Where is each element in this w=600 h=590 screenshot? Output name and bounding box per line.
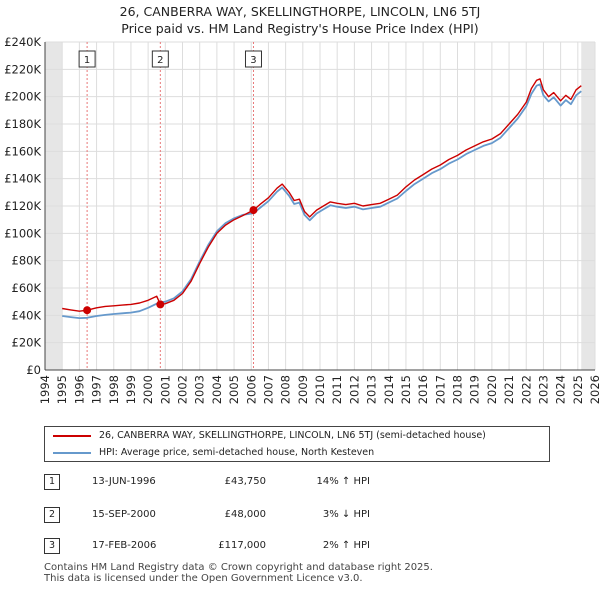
sale-marker-label: 1 [84,55,90,66]
x-tick-label: 2016 [416,375,430,404]
x-tick-label: 2003 [193,375,207,404]
footer-licence: This data is licensed under the Open Gov… [44,573,363,584]
y-tick-label: £240K [4,35,41,49]
transaction-price: £117,000 [218,540,266,551]
x-tick-label: 2013 [365,375,379,404]
x-tick-label: 2000 [141,375,155,404]
x-tick-label: 1999 [124,375,138,404]
y-tick-label: £80K [12,254,42,268]
x-tick-label: 2008 [279,375,293,404]
x-tick-label: 1995 [55,375,69,404]
x-tick-label: 1994 [38,375,52,404]
sale-marker-box [244,50,262,68]
chart-legend: 26, CANBERRA WAY, SKELLINGTHORPE, LINCOL… [44,426,550,462]
transaction-price: £48,000 [224,509,266,520]
transaction-hpi: 2% ↑ HPI [322,540,370,551]
transaction-row: 1 13-JUN-1996 £43,750 14% ↑ HPI [0,472,600,492]
x-tick-label: 2009 [296,375,310,404]
x-tick-label: 2010 [313,375,327,404]
y-tick-label: £120K [4,199,41,213]
transaction-price: £43,750 [224,476,266,487]
transaction-row: 2 15-SEP-2000 £48,000 3% ↓ HPI [0,505,600,525]
y-tick-label: £60K [12,281,42,295]
x-tick-label: 2012 [347,375,361,404]
sale-point [249,206,258,215]
transaction-date: 13-JUN-1996 [92,476,156,487]
transaction-hpi: 14% ↑ HPI [316,476,370,487]
x-tick-label: 1996 [72,375,86,404]
x-tick-label: 2014 [382,375,396,404]
x-tick-label: 2025 [571,375,585,404]
x-tick-label: 2015 [399,375,413,404]
chart-title: 26, CANBERRA WAY, SKELLINGTHORPE, LINCOL… [119,4,481,19]
y-tick-label: £140K [4,172,41,186]
property-series-line [62,78,582,312]
transaction-hpi: 3% ↓ HPI [322,509,370,520]
y-tick-label: £0 [26,363,41,377]
x-tick-label: 2002 [176,375,190,404]
transaction-date: 15-SEP-2000 [92,509,156,520]
x-tick-label: 1998 [107,375,121,404]
sale-marker-box [151,50,169,68]
y-tick-label: £220K [4,62,41,76]
sale-point [83,306,92,315]
legend-swatch-hpi [53,451,91,454]
legend-item-property: 26, CANBERRA WAY, SKELLINGTHORPE, LINCOL… [53,428,486,444]
footer-copyright: Contains HM Land Registry data © Crown c… [44,562,433,573]
x-tick-label: 1997 [90,375,104,404]
transaction-badge: 2 [44,507,60,523]
x-tick-label: 2023 [536,375,550,404]
x-tick-label: 2021 [502,375,516,404]
x-tick-label: 2019 [468,375,482,404]
chart-subtitle: Price paid vs. HM Land Registry's House … [121,21,479,36]
x-tick-label: 2024 [554,375,568,404]
transaction-row: 3 17-FEB-2006 £117,000 2% ↑ HPI [0,536,600,556]
y-tick-label: £20K [12,336,42,350]
transaction-badge: 3 [44,538,60,554]
transaction-date: 17-FEB-2006 [92,540,157,551]
legend-swatch-property [53,434,91,437]
legend-label-hpi: HPI: Average price, semi-detached house,… [99,447,375,458]
price-chart: £0 £20K £40K £60K £80K £100K £120K £140K £160K £1… [4,35,600,404]
x-tick-label: 2004 [210,375,224,404]
x-tick-label: 2001 [158,375,172,404]
transaction-badge: 1 [44,474,60,490]
x-tick-label: 2005 [227,375,241,404]
x-tick-label: 2018 [451,375,465,404]
sale-marker-box [78,50,96,68]
sale-marker-label: 3 [250,55,256,66]
sale-point [156,300,165,309]
legend-label-property: 26, CANBERRA WAY, SKELLINGTHORPE, LINCOL… [99,430,486,441]
y-tick-label: £180K [4,117,41,131]
x-tick-label: 2006 [244,375,258,404]
y-tick-label: £160K [4,144,41,158]
x-tick-label: 2020 [485,375,499,404]
y-tick-label: £200K [4,90,41,104]
legend-item-hpi: HPI: Average price, semi-detached house,… [53,445,374,461]
x-tick-label: 2017 [433,375,447,404]
x-tick-label: 2026 [588,375,600,404]
y-tick-label: £100K [4,226,41,240]
y-tick-label: £40K [12,308,42,322]
sale-marker-label: 2 [157,55,163,66]
x-tick-label: 2022 [519,375,533,404]
x-tick-label: 2007 [261,375,275,404]
x-tick-label: 2011 [330,375,344,404]
